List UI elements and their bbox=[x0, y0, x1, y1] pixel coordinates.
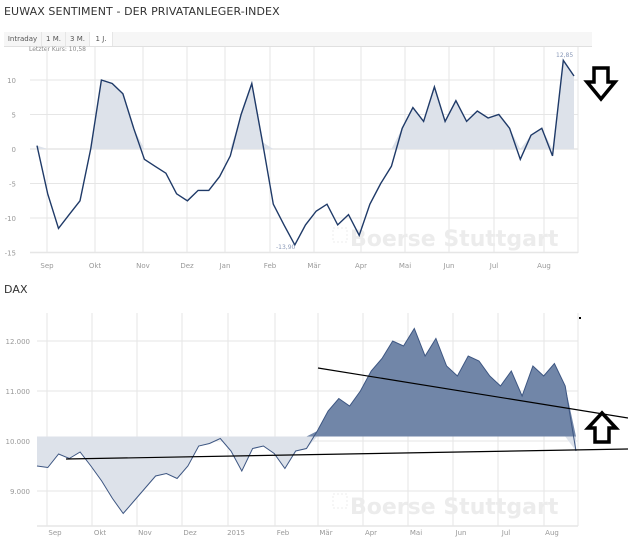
bottom-grid bbox=[37, 313, 579, 527]
timeframe-tabbar: Intraday 1 M. 3 M. 1 J. bbox=[4, 32, 592, 47]
bottom-watermark-logo bbox=[332, 493, 348, 509]
x-tick-label: Aug bbox=[537, 262, 551, 270]
x-tick-label: Mai bbox=[399, 262, 411, 270]
tab-1m[interactable]: 1 M. bbox=[42, 32, 66, 46]
bottom-area-below bbox=[37, 436, 576, 514]
x-tick-label: Nov bbox=[136, 262, 150, 270]
max-label: 12,85 bbox=[556, 52, 573, 59]
arrow-down-icon bbox=[583, 66, 619, 102]
top-x-axis: Sep Okt Nov Dez Jan Feb Mär Apr Mai Jun Jul Aug bbox=[40, 262, 550, 270]
dax-chart: Boerse Stuttgart 12.000 11.000 10.000 9.000… bbox=[6, 313, 628, 537]
y-tick-label: 11.000 bbox=[6, 388, 31, 396]
x-tick-label: 2015 bbox=[227, 529, 245, 537]
tab-3m[interactable]: 3 M. bbox=[66, 32, 90, 46]
x-tick-label: Mär bbox=[319, 529, 332, 537]
y-tick-label: -5 bbox=[9, 181, 16, 189]
top-y-axis: 10 5 0 -5 -10 -15 bbox=[5, 77, 16, 258]
x-tick-label: Dez bbox=[180, 262, 194, 270]
y-tick-label: -15 bbox=[5, 250, 16, 258]
y-tick-label: 9.000 bbox=[10, 488, 30, 496]
x-tick-label: Mai bbox=[410, 529, 422, 537]
y-tick-label: 12.000 bbox=[6, 338, 31, 346]
euwax-title: EUWAX SENTIMENT - DER PRIVATANLEGER-INDE… bbox=[4, 5, 280, 18]
top-watermark-logo bbox=[332, 227, 348, 243]
top-watermark: Boerse Stuttgart bbox=[350, 227, 559, 252]
y-tick-label: 5 bbox=[12, 112, 16, 120]
arrow-up-icon bbox=[583, 410, 621, 444]
x-tick-label: Aug bbox=[545, 529, 559, 537]
x-tick-label: Sep bbox=[48, 529, 62, 537]
euwax-chart: Boerse Stuttgart 10 5 0 -5 -10 -15 Sep Okt Nov D… bbox=[5, 47, 579, 270]
y-tick-label: 10 bbox=[7, 77, 16, 85]
dax-title: DAX bbox=[4, 283, 28, 296]
x-tick-label: Sep bbox=[40, 262, 54, 270]
x-tick-label: Dez bbox=[183, 529, 197, 537]
x-tick-label: Apr bbox=[365, 529, 377, 537]
bottom-y-axis: 12.000 11.000 10.000 9.000 bbox=[6, 338, 31, 496]
x-tick-label: Feb bbox=[277, 529, 290, 537]
bottom-x-axis: Sep Okt Nov Dez 2015 Feb Mär Apr Mai Jun Jul Aug bbox=[48, 529, 558, 537]
top-line-series bbox=[36, 58, 575, 247]
x-tick-label: Jun bbox=[443, 262, 455, 270]
support-trendline bbox=[65, 448, 628, 460]
bottom-line-series bbox=[36, 327, 577, 515]
last-price-label: Letzter Kurs: 10,58 bbox=[29, 46, 86, 53]
x-tick-label: Jul bbox=[489, 262, 499, 270]
top-area-fill bbox=[37, 60, 574, 149]
x-tick-label: Okt bbox=[94, 529, 107, 537]
min-label: -13,90 bbox=[276, 244, 296, 251]
x-tick-label: Jan bbox=[219, 262, 231, 270]
top-grid bbox=[30, 47, 579, 254]
x-tick-label: Feb bbox=[264, 262, 277, 270]
y-tick-label: -10 bbox=[5, 215, 16, 223]
bottom-area-above bbox=[37, 328, 576, 437]
x-tick-label: Okt bbox=[89, 262, 102, 270]
y-tick-label: 10.000 bbox=[6, 438, 31, 446]
x-tick-label: Apr bbox=[355, 262, 367, 270]
trendlines bbox=[65, 367, 628, 460]
bottom-watermark: Boerse Stuttgart bbox=[350, 495, 559, 520]
resistance-trendline bbox=[317, 367, 628, 419]
x-tick-label: Nov bbox=[138, 529, 152, 537]
tab-intraday[interactable]: Intraday bbox=[4, 32, 42, 46]
x-tick-label: Mär bbox=[307, 262, 320, 270]
tab-1y[interactable]: 1 J. bbox=[90, 32, 113, 46]
x-tick-label: Jul bbox=[501, 529, 511, 537]
y-tick-label: 0 bbox=[12, 146, 16, 154]
stray-mark bbox=[579, 317, 581, 319]
x-tick-label: Jun bbox=[455, 529, 467, 537]
